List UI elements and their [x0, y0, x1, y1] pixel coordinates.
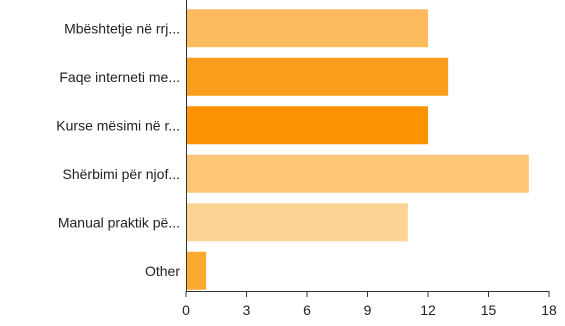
x-tick-label-3: 9 [364, 302, 372, 318]
x-tick-label-5: 15 [481, 302, 497, 318]
bar-1 [187, 57, 449, 96]
x-tick-label-1: 3 [243, 302, 251, 318]
category-label-1: Faqe interneti me... [59, 69, 180, 85]
bars-group [187, 9, 529, 290]
x-tick-label-4: 12 [420, 302, 436, 318]
x-tick-label-0: 0 [182, 302, 190, 318]
x-tick-label-6: 18 [541, 302, 557, 318]
x-ticks-group: 0 3 6 9 12 15 18 [182, 291, 557, 318]
category-label-0: Mbështetje në rrj... [64, 20, 180, 36]
category-label-4: Manual praktik pë... [58, 214, 180, 230]
bar-4 [187, 203, 408, 242]
category-label-3: Shërbimi për njof... [63, 166, 181, 182]
bar-3 [187, 154, 529, 193]
x-tick-label-2: 6 [303, 302, 311, 318]
category-label-5: Other [145, 263, 180, 279]
bar-5 [187, 251, 207, 290]
category-label-2: Kurse mësimi në r... [56, 117, 180, 133]
bar-2 [187, 106, 428, 145]
bar-0 [187, 9, 428, 48]
category-labels: Mbështetje në rrj... Faqe interneti me...… [56, 20, 180, 279]
